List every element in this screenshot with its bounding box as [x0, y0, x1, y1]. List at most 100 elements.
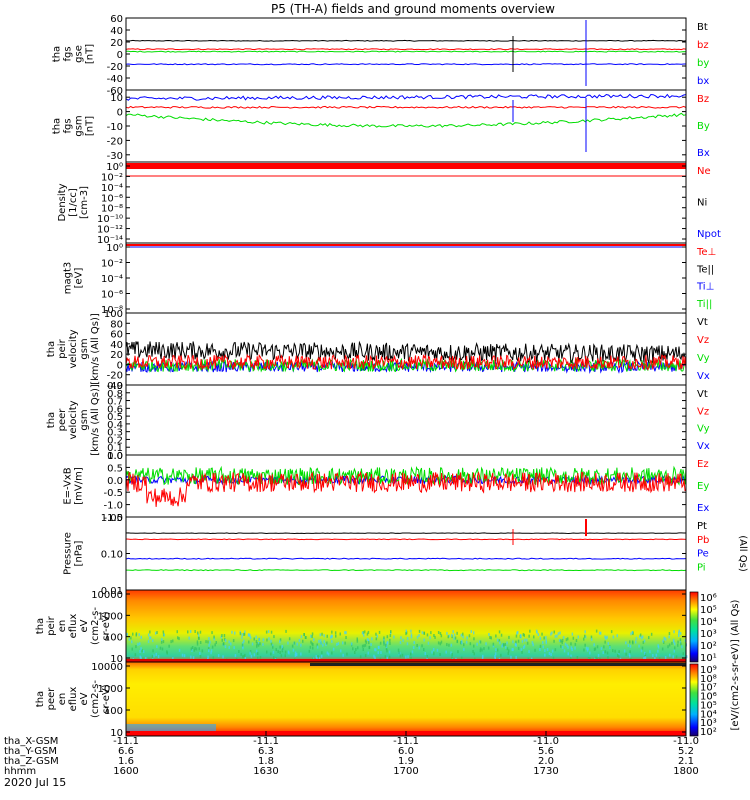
x-tick-label: 6.6: [118, 746, 134, 757]
spectrogram-cell: [456, 631, 458, 635]
spectrogram-cell: [679, 631, 682, 635]
spectrogram-cell: [554, 648, 557, 652]
spectrogram-cell: [287, 641, 289, 645]
spectrogram-cell: [668, 643, 671, 647]
spectrogram-cell: [490, 636, 492, 640]
spectrogram-cell: [439, 653, 441, 656]
y-tick-label: 10: [110, 93, 123, 104]
spectrogram-cell: [429, 636, 431, 640]
spectrogram-cell: [654, 657, 656, 661]
spectrogram-cell: [398, 651, 400, 655]
spectrogram-cell: [606, 651, 609, 655]
spectrogram-cell: [531, 641, 534, 645]
x-tick-label: 6.0: [398, 746, 414, 757]
spectrogram-cell: [545, 639, 547, 643]
spectrogram-cell: [368, 639, 370, 643]
spectrogram-cell: [375, 648, 377, 652]
spectrogram-cell: [523, 633, 525, 637]
spectrogram-cell: [259, 655, 262, 659]
spectrogram-cell: [322, 643, 324, 647]
y-tick-label: 10⁻⁶: [101, 290, 123, 301]
spectrogram-cell: [652, 654, 654, 657]
x-tick-label: 1.6: [118, 756, 134, 767]
spectrogram-cell: [462, 632, 464, 636]
spectrogram-cell: [388, 650, 391, 654]
spectrogram-cell: [595, 629, 598, 633]
legend-ti: Ti||: [696, 299, 712, 310]
spectrogram-cell: [418, 629, 421, 633]
spectrogram-cell: [363, 633, 365, 637]
spectrogram-cell: [390, 630, 392, 634]
spectrogram-cell: [570, 642, 572, 646]
spectrogram-cell: [628, 652, 631, 656]
spectrogram-cell: [284, 654, 286, 658]
spectrogram-cell: [399, 654, 402, 658]
spectrogram-cell: [141, 649, 143, 653]
spectrogram-cell: [255, 635, 257, 639]
peir-velocity-plot: [125, 340, 687, 375]
spectrogram-cell: [423, 631, 425, 635]
y-tick-label: 100: [104, 633, 123, 644]
y-tick-label: 0.3: [107, 428, 123, 439]
spectrogram-cell: [295, 653, 298, 657]
spectrogram-cell: [142, 650, 145, 653]
spectrogram-cell: [356, 637, 358, 641]
legend-te: Te⊥: [696, 247, 716, 258]
spectrogram-cell: [575, 639, 578, 642]
spectrogram-cell: [352, 647, 354, 651]
y-tick-label: 0.0: [107, 451, 123, 462]
legend-vy: Vy: [697, 353, 710, 364]
spectrogram-cell: [310, 640, 312, 644]
spectrogram-cell: [476, 642, 478, 646]
y-tick-label: 1000: [98, 611, 123, 622]
spectrogram-cell: [331, 651, 333, 655]
spectrogram-cell: [520, 648, 523, 652]
spectrogram-cell: [447, 635, 449, 639]
spectrogram-cell: [193, 648, 196, 652]
spectrogram-cell: [603, 645, 605, 649]
spectrogram-cell: [339, 632, 341, 636]
spectrogram-cell: [550, 632, 552, 636]
magt3-plot: [126, 244, 686, 248]
spectrogram-cell: [331, 630, 333, 634]
spectrogram-cell: [424, 652, 426, 655]
legend-bx: Bx: [697, 148, 710, 159]
spectrogram-cell: [195, 647, 198, 651]
spectrogram-cell: [552, 656, 555, 660]
spectrogram-cell: [318, 657, 321, 661]
spectrogram-cell: [256, 652, 259, 656]
spectrogram-cell: [213, 635, 215, 639]
efield-plot: [125, 465, 687, 507]
spectrogram-cell: [405, 632, 407, 636]
spectrogram-cell: [661, 647, 664, 651]
spectrogram-cell: [499, 641, 501, 645]
spectrogram-cell: [433, 652, 435, 656]
spectrogram-cell: [416, 644, 418, 647]
x-row-label: tha_Y-GSM: [4, 746, 57, 757]
spectrogram-cell: [191, 649, 193, 652]
spectrogram-cell: [482, 654, 484, 658]
spectrogram-cell: [625, 641, 627, 645]
spectrogram-cell: [373, 654, 375, 658]
spectrogram-cell: [199, 654, 202, 658]
spectrogram-cell: [541, 632, 543, 636]
spectrogram-cell: [607, 642, 609, 646]
spectrogram-cell: [612, 649, 614, 653]
spectrogram-cell: [682, 652, 684, 656]
spectrogram-cell: [243, 655, 245, 659]
y-axis-label: gsm: [74, 115, 85, 136]
spectrogram-cell: [244, 653, 246, 657]
spectrogram-cell: [159, 646, 162, 650]
spectrogram-cell: [205, 640, 207, 644]
spectrogram-cell: [177, 636, 179, 640]
x-tick-label: 1700: [393, 766, 418, 777]
spectrogram-cell: [154, 631, 157, 635]
spectrogram-cell: [281, 649, 284, 653]
y-axis-label: peir: [57, 338, 68, 358]
spectrogram-cell: [365, 640, 368, 644]
spectrogram-cell: [183, 654, 186, 658]
spectrogram-cell: [257, 642, 260, 645]
spectrogram-cell: [663, 636, 665, 640]
spectrogram-cell: [593, 643, 595, 647]
